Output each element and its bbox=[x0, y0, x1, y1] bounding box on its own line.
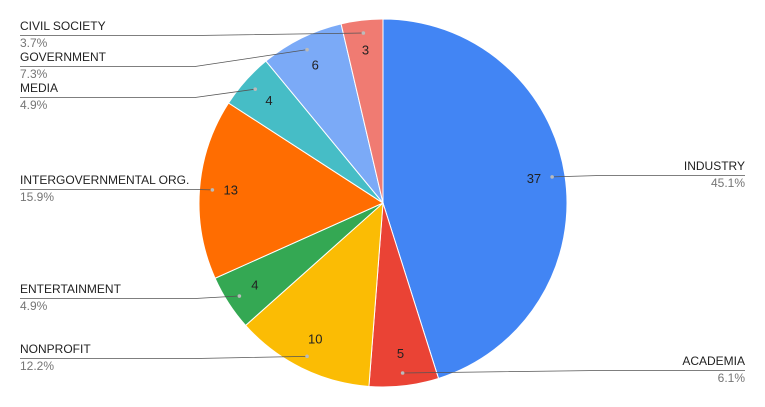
percent-label: 7.3% bbox=[20, 67, 48, 81]
leader-line bbox=[552, 175, 745, 178]
slice-value-label: 4 bbox=[251, 277, 258, 292]
legend-label: GOVERNMENT bbox=[20, 50, 107, 64]
leader-line bbox=[402, 370, 745, 374]
legend-label: INTERGOVERNMENTAL ORG. bbox=[20, 173, 189, 187]
leader-dot bbox=[237, 294, 242, 298]
percent-label: 6.1% bbox=[718, 371, 746, 385]
slice-value-label: 37 bbox=[527, 171, 541, 186]
leader-dot bbox=[253, 87, 258, 91]
legend-label: CIVIL SOCIETY bbox=[20, 19, 106, 33]
slice-value-label: 13 bbox=[223, 183, 237, 198]
slice-value-label: 10 bbox=[308, 331, 322, 346]
pie-slice bbox=[382, 18, 568, 380]
pie-slice bbox=[340, 18, 384, 204]
percent-label: 15.9% bbox=[20, 190, 54, 204]
leader-line bbox=[20, 88, 256, 98]
legend-label: ACADEMIA bbox=[682, 354, 745, 368]
slice-value-label: 4 bbox=[265, 93, 272, 108]
pie-slice bbox=[244, 201, 384, 387]
leader-line bbox=[20, 49, 308, 67]
percent-label: 3.7% bbox=[20, 36, 48, 50]
leader-dot bbox=[550, 175, 554, 179]
leader-dot bbox=[361, 31, 366, 35]
leader-dot bbox=[305, 47, 309, 52]
leader-line bbox=[20, 355, 308, 359]
leader-line bbox=[20, 32, 364, 36]
percent-label: 45.1% bbox=[711, 176, 745, 190]
leader-dot bbox=[400, 371, 405, 375]
slice-value-label: 3 bbox=[362, 43, 369, 58]
legend-label: INDUSTRY bbox=[684, 159, 745, 173]
slice-value-label: 5 bbox=[397, 346, 404, 361]
legend-label: NONPROFIT bbox=[20, 342, 91, 356]
leader-dot bbox=[305, 354, 309, 359]
pie-slice bbox=[198, 102, 385, 279]
leader-line bbox=[20, 295, 240, 299]
legend-label: MEDIA bbox=[20, 81, 58, 95]
slice-value-label: 6 bbox=[312, 58, 319, 73]
percent-label: 4.9% bbox=[20, 98, 48, 112]
legend-label: ENTERTAINMENT bbox=[20, 282, 122, 296]
leader-dot bbox=[210, 188, 215, 192]
percent-label: 4.9% bbox=[20, 299, 48, 313]
percent-label: 12.2% bbox=[20, 359, 54, 373]
